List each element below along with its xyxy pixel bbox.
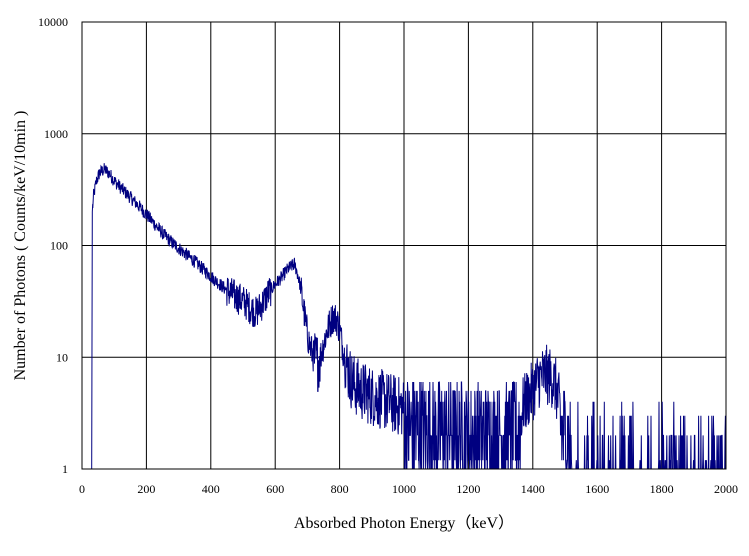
x-tick-label: 1600 [585,482,609,496]
x-tick-label: 1800 [650,482,674,496]
y-tick-label: 100 [50,239,68,253]
x-tick-label: 200 [137,482,155,496]
y-tick-label: 1 [62,462,68,476]
plot-area-frame [81,21,727,470]
x-tick-label: 1400 [521,482,545,496]
spectrum-series-line [91,163,727,470]
x-tick-label: 0 [79,482,85,496]
x-tick-label: 1000 [392,482,416,496]
x-tick-labels: 0 200 400 600 800 1000 1200 1400 1600 1800 2000 [79,482,738,496]
y-tick-label: 10000 [38,15,68,29]
y-axis-title: Number of Photons ( Counts/keV/10min ) [12,111,29,381]
y-tick-labels: 1 10 100 1000 10000 [38,15,68,476]
x-tick-label: 800 [331,482,349,496]
x-tick-label: 2000 [714,482,738,496]
x-tick-label: 400 [202,482,220,496]
y-tick-label: 1000 [44,127,68,141]
x-tick-label: 1200 [456,482,480,496]
x-tick-label: 600 [266,482,284,496]
x-axis-title: Absorbed Photon Energy（keV） [294,514,514,532]
y-tick-label: 10 [56,350,68,364]
